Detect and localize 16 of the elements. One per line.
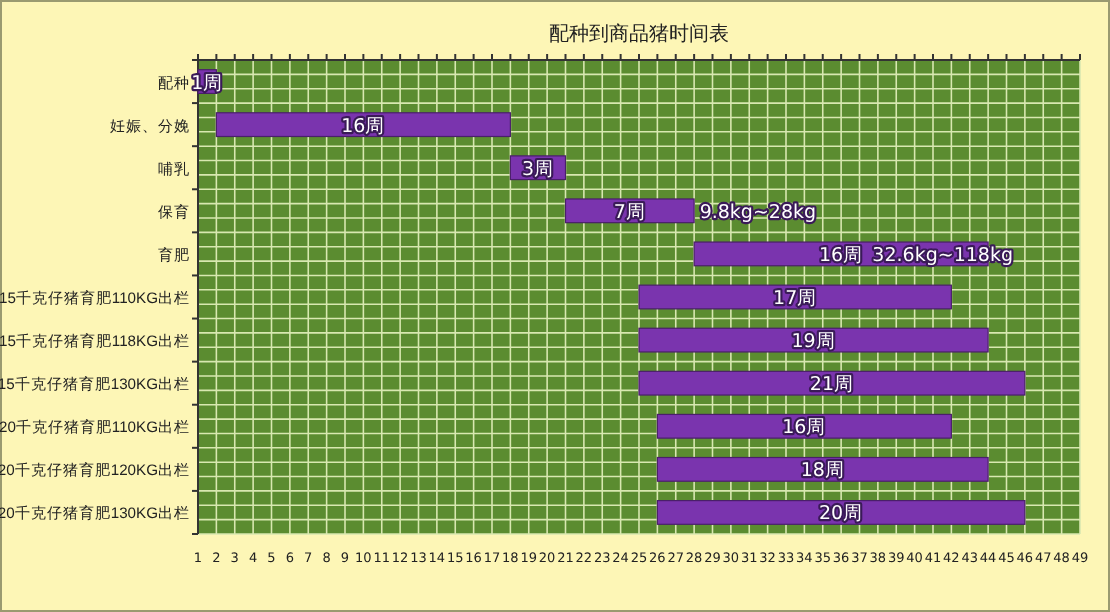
bar bbox=[656, 456, 989, 482]
bar bbox=[638, 327, 989, 353]
data-label: 16周 bbox=[782, 417, 827, 440]
data-label: 18周 bbox=[800, 460, 845, 483]
data-label: 16周 bbox=[819, 244, 864, 267]
bar bbox=[638, 370, 1026, 396]
data-label: 16周 bbox=[341, 115, 386, 138]
bar bbox=[638, 284, 952, 310]
data-label: 17周 bbox=[773, 288, 818, 310]
chart-title: 配种到商品猪时间表 bbox=[549, 22, 729, 46]
data-label: 3周 bbox=[521, 158, 554, 181]
bar bbox=[656, 500, 1026, 525]
data-label: 19周 bbox=[791, 331, 836, 354]
data-label: 7周 bbox=[613, 201, 646, 224]
data-label: 20周 bbox=[819, 503, 864, 526]
data-label: 21周 bbox=[809, 374, 855, 397]
